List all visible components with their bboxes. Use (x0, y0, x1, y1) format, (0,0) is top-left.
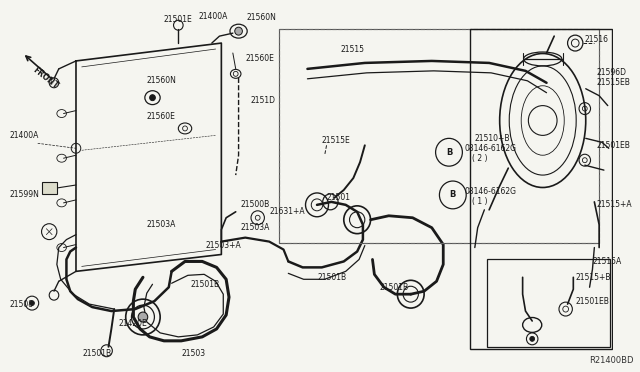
Text: 21503A: 21503A (241, 223, 270, 232)
Text: 21515+A: 21515+A (596, 201, 632, 209)
Text: FRONT: FRONT (31, 65, 60, 91)
Text: 21503+A: 21503+A (205, 241, 241, 250)
Bar (279, 29, 599, 243)
Text: 21560E: 21560E (147, 112, 175, 121)
Text: B: B (446, 148, 452, 157)
Bar (42, 182, 57, 194)
Text: 21560E: 21560E (245, 54, 274, 64)
Text: 21501B: 21501B (379, 283, 408, 292)
Circle shape (235, 27, 243, 35)
Text: 21515E: 21515E (322, 136, 351, 145)
Text: R21400BD: R21400BD (589, 356, 634, 365)
Text: 08146-6162G: 08146-6162G (464, 187, 516, 196)
Text: B: B (450, 190, 456, 199)
Text: 21501: 21501 (326, 193, 351, 202)
Text: 21400A: 21400A (9, 131, 38, 140)
Text: 21599N: 21599N (9, 190, 39, 199)
Text: 21560N: 21560N (147, 76, 177, 85)
Text: 21501EB: 21501EB (596, 141, 630, 150)
Text: 21508: 21508 (9, 299, 33, 309)
Text: 21501E: 21501E (164, 15, 193, 24)
Text: 21515: 21515 (341, 45, 365, 54)
Text: 08146-6162G: 08146-6162G (464, 144, 516, 153)
Text: 2151D: 2151D (250, 96, 275, 105)
Circle shape (530, 336, 534, 341)
Text: 21400A: 21400A (198, 12, 227, 21)
Text: 21500B: 21500B (241, 201, 269, 209)
Text: 21560N: 21560N (246, 13, 276, 22)
Text: 21503: 21503 (181, 349, 205, 358)
Text: 21515EB: 21515EB (596, 78, 630, 87)
Text: 21420E: 21420E (118, 320, 147, 328)
Text: 21503A: 21503A (147, 220, 176, 229)
Text: 21501EB: 21501EB (575, 296, 609, 306)
Circle shape (29, 301, 35, 306)
Bar (487, 259, 610, 347)
Text: 21501B: 21501B (83, 349, 112, 358)
Circle shape (150, 95, 156, 101)
Text: 21501B: 21501B (191, 280, 220, 289)
Text: ( 1 ): ( 1 ) (472, 198, 488, 206)
Text: 21596D: 21596D (596, 68, 627, 77)
Circle shape (138, 312, 148, 322)
Text: 21631+A: 21631+A (269, 207, 305, 216)
Text: 21516: 21516 (585, 35, 609, 44)
Text: 21501B: 21501B (317, 273, 346, 282)
Text: ( 2 ): ( 2 ) (472, 154, 488, 163)
Bar (470, 29, 612, 349)
Text: 21510+B: 21510+B (475, 134, 510, 143)
Text: 21515+B: 21515+B (575, 273, 611, 282)
Text: 21515A: 21515A (593, 257, 621, 266)
